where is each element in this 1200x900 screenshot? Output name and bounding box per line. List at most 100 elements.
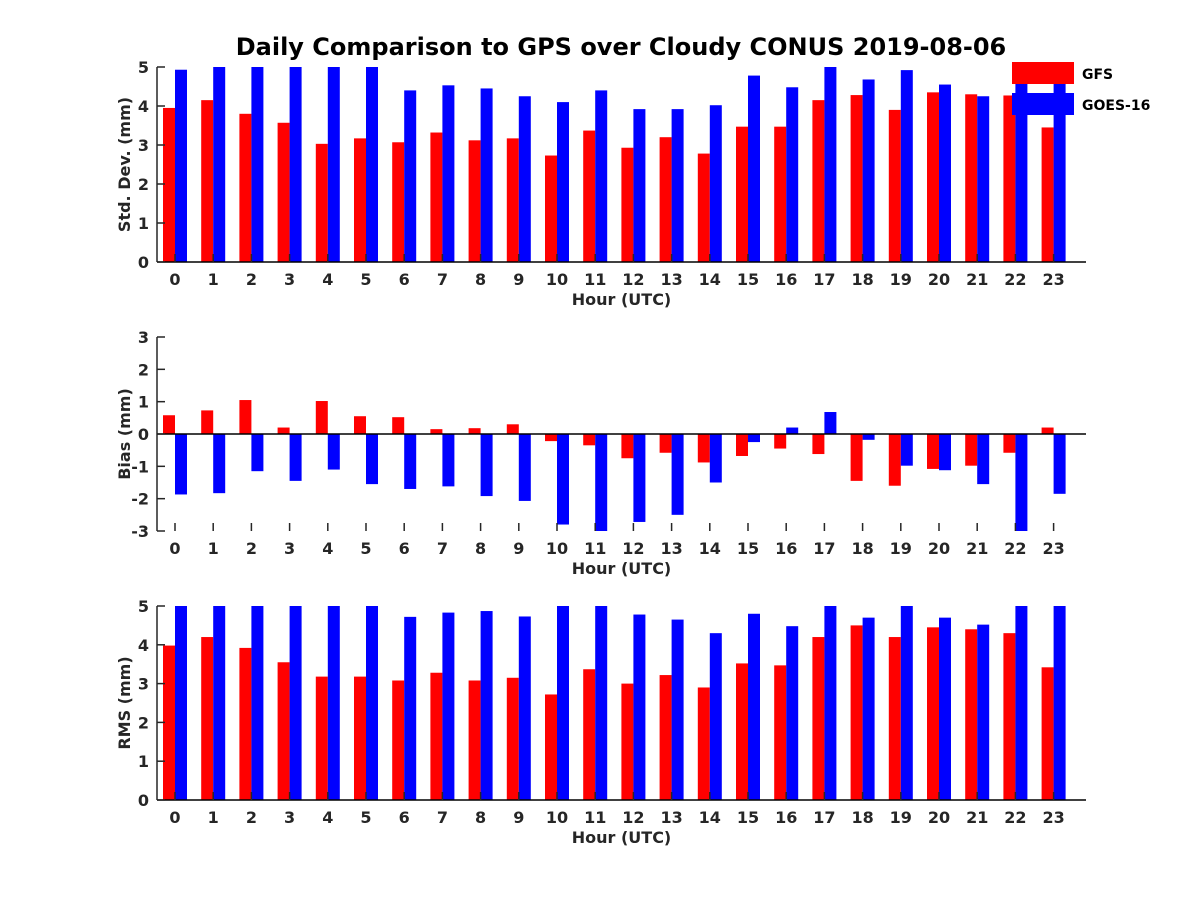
bar-gfs	[163, 107, 175, 262]
y-tick-label: 5	[138, 597, 149, 616]
x-tick-label: 3	[284, 270, 295, 289]
bar-goes16	[977, 96, 990, 262]
bar-gfs	[583, 434, 596, 446]
bar-goes16	[595, 606, 608, 800]
bar-gfs	[621, 147, 634, 262]
y-tick-label: -3	[131, 522, 149, 541]
bar-goes16	[1015, 434, 1028, 531]
bar-goes16	[327, 67, 340, 262]
bar-goes16	[480, 434, 493, 497]
bar-goes16	[900, 70, 913, 262]
bar-goes16	[251, 67, 264, 262]
bar-goes16	[366, 67, 378, 262]
x-tick-label: 20	[928, 539, 950, 558]
x-tick-label: 22	[1004, 270, 1026, 289]
bar-goes16	[977, 624, 990, 800]
x-tick-label: 13	[660, 808, 682, 827]
x-tick-label: 18	[851, 270, 873, 289]
bar-goes16	[404, 434, 417, 489]
x-axis-label: Hour (UTC)	[572, 828, 672, 847]
bar-gfs	[354, 416, 366, 434]
bar-goes16	[824, 412, 837, 434]
bar-gfs	[545, 694, 557, 800]
bar-gfs	[163, 415, 175, 434]
bar-goes16	[709, 105, 722, 262]
x-tick-label: 8	[475, 539, 486, 558]
legend-swatch-1	[1012, 93, 1074, 115]
bar-goes16	[175, 69, 187, 262]
x-tick-label: 6	[399, 808, 410, 827]
bar-goes16	[939, 434, 951, 471]
bar-gfs	[621, 434, 634, 459]
x-tick-label: 21	[966, 270, 988, 289]
bar-gfs	[812, 434, 825, 455]
x-tick-label: 6	[399, 270, 410, 289]
bar-gfs	[1003, 434, 1016, 453]
x-tick-label: 4	[322, 270, 333, 289]
x-tick-label: 23	[1042, 270, 1064, 289]
bar-goes16	[900, 606, 913, 800]
x-tick-label: 23	[1042, 808, 1064, 827]
bar-goes16	[900, 434, 913, 466]
bar-gfs	[1041, 427, 1054, 434]
x-tick-label: 8	[475, 808, 486, 827]
bar-goes16	[480, 611, 493, 800]
bar-goes16	[786, 427, 799, 434]
y-tick-label: 3	[138, 675, 149, 694]
x-tick-label: 15	[737, 808, 759, 827]
y-tick-label: 0	[138, 253, 149, 272]
bars-group	[163, 67, 1066, 262]
bar-gfs	[965, 94, 978, 262]
x-tick-label: 15	[737, 270, 759, 289]
bar-goes16	[709, 633, 722, 800]
bar-gfs	[965, 629, 978, 800]
x-tick-label: 18	[851, 808, 873, 827]
y-axis-label: Bias (mm)	[115, 388, 134, 480]
bar-goes16	[442, 612, 455, 800]
x-tick-label: 4	[322, 539, 333, 558]
bar-goes16	[1015, 83, 1028, 262]
x-tick-label: 1	[208, 270, 219, 289]
bar-gfs	[239, 400, 252, 434]
bar-gfs	[315, 676, 328, 800]
x-tick-label: 1	[208, 539, 219, 558]
bar-gfs	[850, 625, 863, 800]
bar-gfs	[1003, 95, 1016, 262]
bar-goes16	[557, 102, 569, 262]
bar-goes16	[213, 434, 226, 494]
bar-gfs	[697, 153, 710, 262]
bar-goes16	[748, 75, 760, 262]
bar-gfs	[315, 143, 328, 262]
y-tick-label: 1	[138, 752, 149, 771]
bar-goes16	[327, 606, 340, 800]
bar-goes16	[1053, 81, 1066, 262]
x-tick-label: 12	[622, 808, 644, 827]
bar-goes16	[442, 434, 455, 487]
bar-goes16	[213, 606, 226, 800]
bar-goes16	[557, 434, 569, 525]
x-tick-label: 5	[360, 270, 371, 289]
bar-gfs	[583, 669, 596, 800]
legend-label-1: GOES-16	[1082, 98, 1150, 114]
bar-goes16	[939, 84, 951, 262]
x-axis-label: Hour (UTC)	[572, 559, 672, 578]
x-tick-label: 8	[475, 270, 486, 289]
bar-goes16	[175, 434, 187, 495]
bar-goes16	[404, 616, 417, 800]
x-tick-label: 17	[813, 539, 835, 558]
x-tick-label: 22	[1004, 808, 1026, 827]
y-tick-label: 2	[138, 360, 149, 379]
x-tick-label: 3	[284, 539, 295, 558]
y-tick-label: 5	[138, 58, 149, 77]
y-tick-label: 2	[138, 175, 149, 194]
legend-swatch-0	[1012, 62, 1074, 84]
x-tick-label: 0	[169, 539, 180, 558]
x-tick-label: 18	[851, 539, 873, 558]
bar-gfs	[201, 100, 214, 262]
legend-label-0: GFS	[1082, 67, 1113, 83]
y-tick-label: 0	[138, 791, 149, 810]
bar-goes16	[518, 434, 531, 501]
bar-gfs	[850, 434, 863, 481]
bar-gfs	[430, 132, 443, 262]
